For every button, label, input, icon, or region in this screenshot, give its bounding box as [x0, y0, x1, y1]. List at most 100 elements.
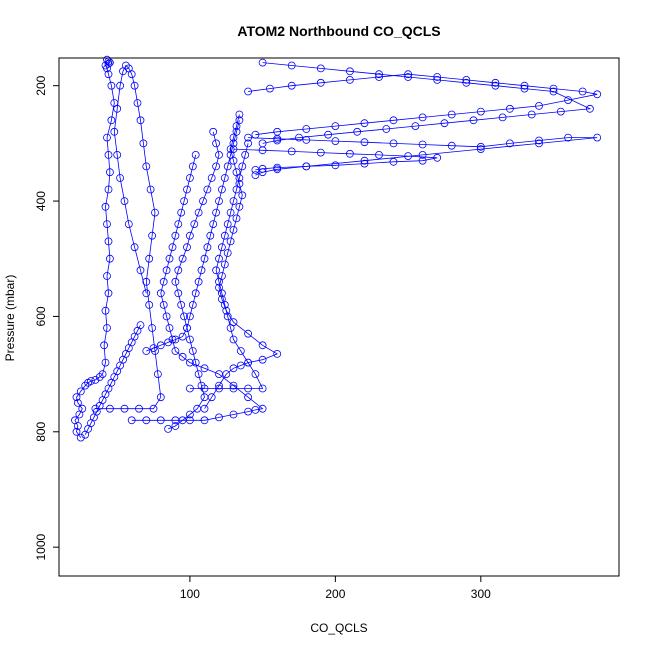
data-point: [258, 404, 267, 413]
data-point: [586, 104, 594, 113]
data-point: [180, 197, 189, 206]
data-point: [200, 254, 209, 263]
y-tick-label: 1000: [34, 533, 48, 560]
series-7: [244, 70, 602, 139]
data-point: [130, 243, 139, 252]
data-point: [316, 64, 325, 73]
data-point: [136, 266, 145, 275]
series-11: [81, 321, 145, 439]
data-point: [178, 254, 187, 263]
data-point: [103, 324, 111, 332]
data-point: [273, 163, 282, 172]
data-point: [174, 289, 183, 298]
data-point: [476, 107, 485, 116]
data-point: [215, 277, 223, 286]
data-point: [133, 99, 142, 107]
y-axis: 200 400 600 800 1000: [34, 75, 60, 561]
data-point: [104, 70, 113, 79]
data-point: [229, 384, 238, 393]
data-point: [215, 254, 223, 263]
data-point: [156, 416, 165, 425]
data-point: [191, 289, 200, 298]
data-point: [316, 78, 325, 87]
data-point: [104, 150, 113, 159]
data-point: [244, 133, 253, 142]
data-point: [188, 300, 197, 309]
data-point: [273, 349, 282, 358]
data-point: [148, 324, 157, 332]
plot-frame: [58, 57, 620, 577]
data-point: [113, 150, 122, 159]
data-point: [209, 220, 218, 229]
data-point: [178, 332, 187, 341]
data-point: [191, 358, 200, 367]
data-point: [159, 300, 168, 309]
y-tick-label: 600: [34, 306, 48, 326]
data-point: [226, 237, 235, 246]
data-point: [238, 191, 247, 200]
series-line: [248, 137, 598, 176]
data-point: [251, 370, 260, 379]
data-point: [171, 335, 180, 344]
data-point: [324, 130, 333, 139]
data-point: [258, 58, 267, 67]
data-point: [235, 202, 244, 211]
data-point: [505, 139, 514, 148]
data-point: [258, 355, 267, 364]
data-point: [136, 321, 145, 330]
data-point: [433, 76, 442, 84]
data-point: [476, 145, 485, 154]
data-point: [418, 140, 427, 149]
x-axis: 100 200 300: [180, 575, 491, 601]
data-point: [418, 156, 427, 165]
data-point: [76, 387, 85, 396]
data-point: [156, 341, 165, 350]
data-point: [217, 185, 226, 194]
data-point: [360, 138, 369, 147]
data-point: [287, 81, 296, 90]
data-point: [212, 266, 221, 275]
series-line: [167, 131, 220, 430]
series-line: [189, 143, 264, 389]
data-point: [215, 384, 223, 393]
data-point: [136, 116, 145, 125]
data-point: [258, 384, 267, 393]
data-point: [223, 312, 232, 321]
data-point: [222, 306, 231, 315]
data-point: [331, 122, 340, 130]
data-point: [103, 220, 111, 229]
data-point: [236, 361, 245, 370]
data-point: [316, 148, 325, 157]
data-point: [194, 277, 203, 286]
data-point: [156, 289, 165, 298]
data-point: [235, 174, 244, 182]
data-point: [212, 139, 221, 148]
data-point: [258, 341, 267, 350]
data-point: [244, 329, 253, 338]
data-point: [142, 416, 151, 425]
data-point: [331, 161, 340, 170]
data-point: [244, 407, 253, 416]
data-point: [593, 133, 602, 142]
data-point: [229, 225, 238, 234]
data-point: [229, 139, 238, 148]
data-point: [191, 150, 200, 159]
data-point: [183, 324, 191, 332]
data-point: [462, 76, 471, 84]
data-point: [302, 125, 311, 133]
data-point: [244, 358, 253, 367]
data-point: [151, 208, 159, 217]
data-point: [469, 116, 478, 125]
data-point: [200, 404, 209, 413]
data-point: [145, 254, 154, 263]
data-point: [220, 300, 229, 309]
data-point: [81, 381, 90, 390]
data-point: [178, 416, 187, 425]
x-axis-label: CO_QCLS: [310, 621, 367, 635]
data-point: [418, 150, 427, 159]
data-point: [244, 384, 253, 393]
data-point: [302, 162, 311, 171]
data-point: [220, 260, 229, 269]
